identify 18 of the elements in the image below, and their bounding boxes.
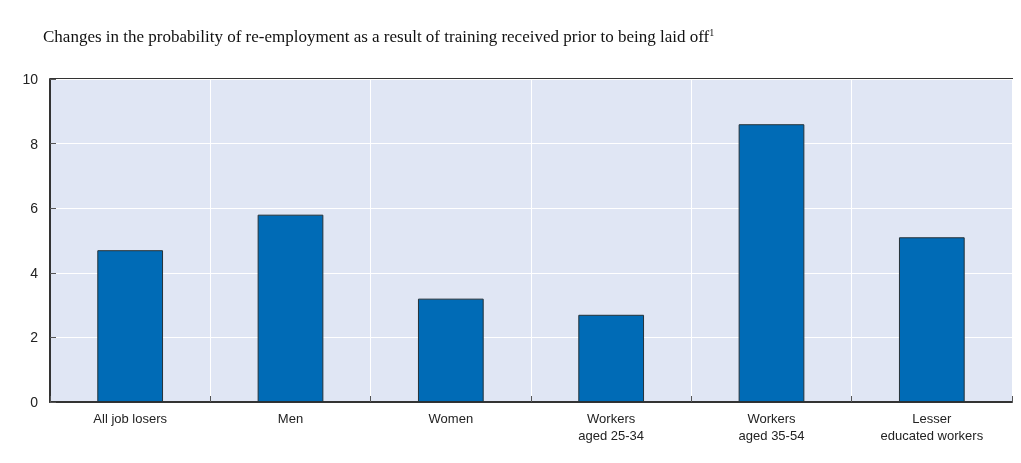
x-tick-label: Women [428,411,474,426]
bar [417,298,484,402]
bar [898,237,965,402]
y-tick-label: 8 [30,135,39,152]
x-tick-label: Workers aged 35-54 [738,411,805,443]
y-tick-label: 0 [30,394,39,410]
y-tick-label: 10 [22,71,39,87]
x-tick-label: All job losers [93,411,168,426]
bar [578,314,645,402]
bar [97,250,164,402]
bar [738,124,805,402]
bar [257,214,324,402]
x-tick-label: Lesser educated workers [880,411,984,443]
y-tick-label: 2 [30,329,39,346]
y-tick-label: 6 [30,200,39,217]
x-tick-label: Men [277,411,304,426]
x-tick-label: Workers aged 25-34 [578,411,645,443]
y-tick-label: 4 [30,264,39,281]
